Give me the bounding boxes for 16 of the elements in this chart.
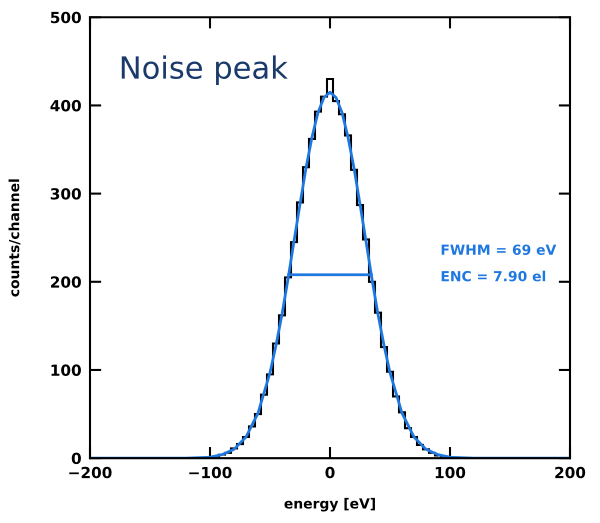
x-axis-title: energy [eV] — [284, 498, 375, 512]
y-tick-label: 0 — [72, 452, 81, 464]
annotation: FWHM = 69 eV — [442, 244, 556, 255]
y-tick-label: 300 — [50, 188, 81, 200]
annotation: Noise peak — [122, 55, 288, 85]
x-tick-label: 0 — [325, 466, 335, 478]
x-tick-label: 100 — [436, 466, 466, 478]
y-tick-label: 500 — [50, 12, 81, 24]
y-tick-label: 400 — [50, 100, 81, 112]
x-tick-label: −100 — [189, 466, 232, 478]
annotation: ENC = 7.90 el — [442, 270, 546, 282]
y-tick-label: 100 — [52, 364, 81, 376]
y-tick-label: 200 — [50, 276, 81, 288]
y-axis-title: counts/channel — [8, 179, 20, 297]
x-tick-label: 200 — [555, 466, 586, 478]
x-tick-label: −200 — [69, 466, 112, 478]
